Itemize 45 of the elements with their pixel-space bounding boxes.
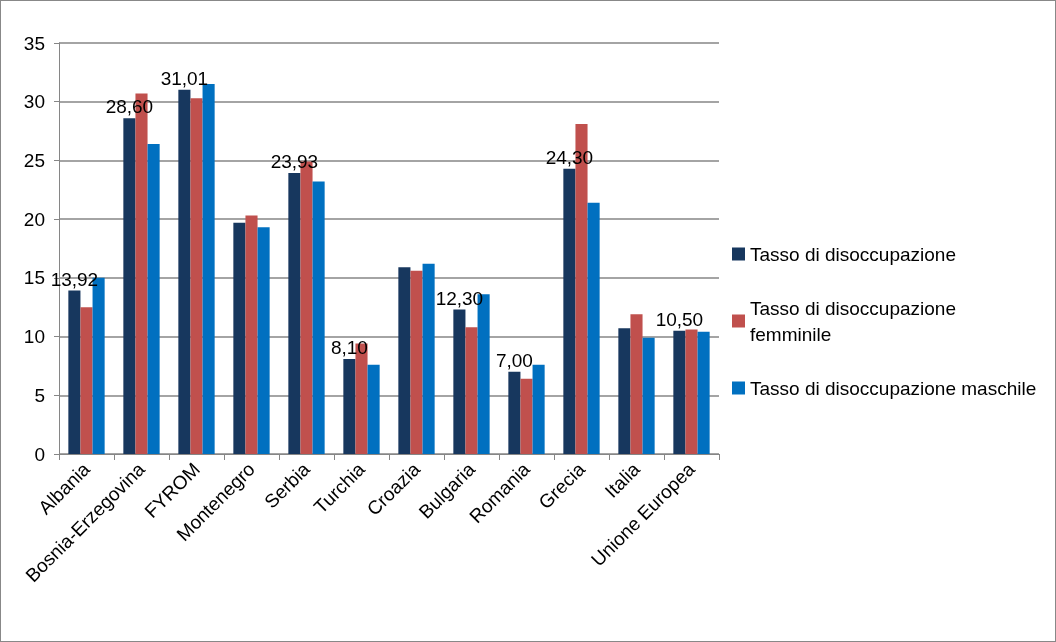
bar — [410, 270, 423, 454]
bar — [367, 364, 380, 454]
data-label: 23,93 — [270, 150, 319, 172]
y-tick-label: 35 — [23, 32, 45, 54]
bar — [520, 378, 533, 454]
bar — [178, 89, 191, 454]
bar — [312, 181, 325, 454]
bar — [563, 168, 576, 454]
bar — [343, 358, 356, 454]
bar — [673, 330, 686, 454]
bar — [465, 327, 478, 454]
bar — [233, 222, 246, 454]
bar — [422, 263, 435, 454]
y-tick-label: 5 — [34, 384, 45, 406]
data-label: 31,01 — [160, 67, 209, 89]
bar — [123, 118, 136, 454]
bar — [642, 337, 655, 454]
data-label: 13,92 — [50, 268, 99, 290]
bar — [257, 227, 270, 454]
legend-label: Tasso di disoccupazione maschile — [750, 377, 1037, 399]
bar — [618, 328, 631, 454]
bar — [697, 331, 710, 454]
y-tick-label: 25 — [23, 149, 45, 171]
bar — [532, 364, 545, 454]
legend-label: Tasso di disoccupazione femminile — [750, 297, 962, 345]
bar — [245, 215, 258, 454]
data-label: 10,50 — [655, 308, 704, 330]
bar — [147, 143, 160, 454]
y-tick-label: 30 — [23, 91, 45, 113]
bar — [190, 98, 203, 454]
y-tick-label: 15 — [23, 267, 45, 289]
bar — [685, 329, 698, 454]
bar — [80, 307, 93, 454]
bar — [587, 202, 600, 454]
bar — [630, 314, 643, 454]
bar — [453, 309, 466, 454]
y-tick-label: 0 — [34, 443, 45, 465]
y-tick-label: 20 — [23, 208, 45, 230]
bar — [288, 172, 301, 454]
data-label: 7,00 — [495, 349, 533, 371]
bar — [68, 290, 81, 454]
legend-label: Tasso di disoccupazione — [750, 243, 956, 265]
bar — [508, 371, 521, 454]
y-tick-label: 10 — [23, 326, 45, 348]
bar — [398, 267, 411, 454]
